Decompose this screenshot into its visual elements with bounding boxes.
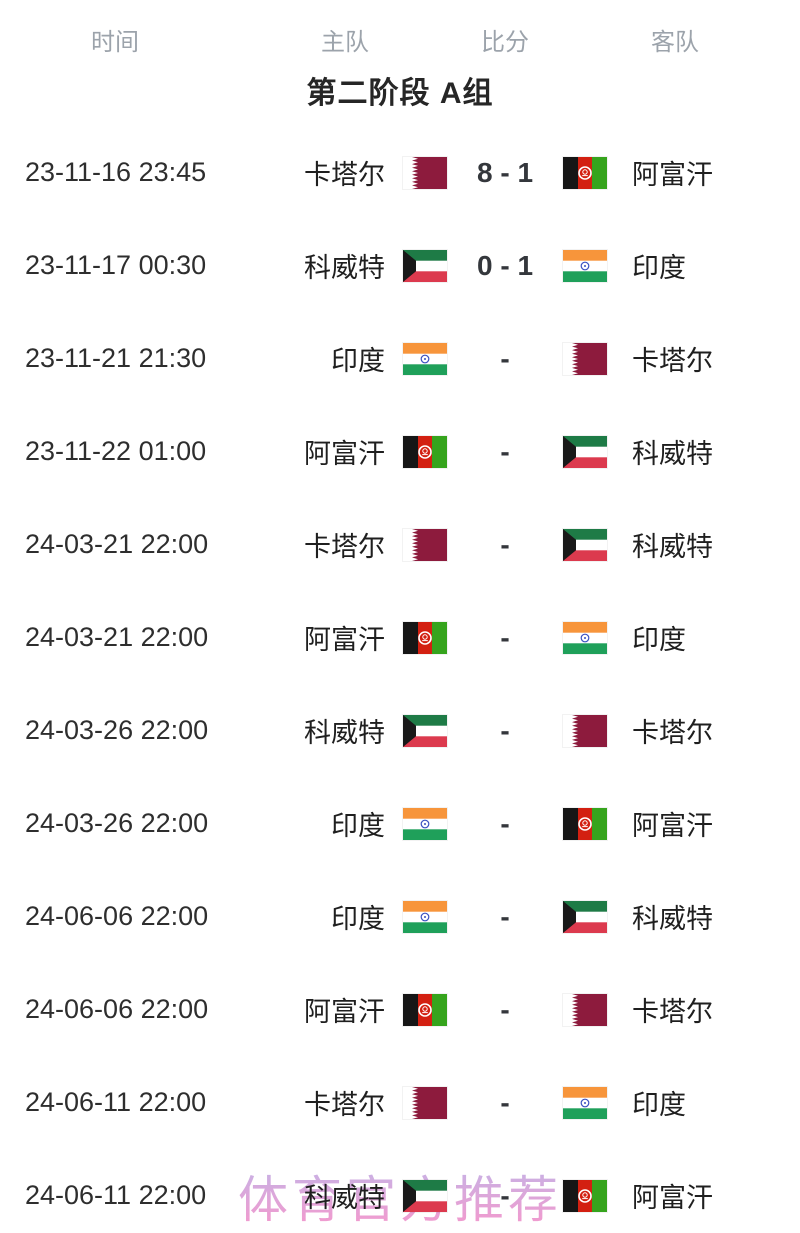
- match-row[interactable]: 24-03-26 22:00 科威特 - 卡塔尔: [0, 684, 800, 777]
- flag-kuwait-icon: [563, 435, 607, 468]
- flag-qatar-icon: [563, 714, 607, 747]
- home-team-name: 科威特: [304, 253, 385, 283]
- flag-india-icon: [403, 342, 447, 375]
- away-team-name: 阿富汗: [632, 160, 713, 190]
- flag-qatar-icon: [403, 1086, 447, 1119]
- home-team-name: 科威特: [304, 1183, 385, 1213]
- away-team-name: 卡塔尔: [632, 718, 713, 748]
- match-row[interactable]: 24-03-21 22:00 卡塔尔 - 科威特: [0, 498, 800, 591]
- away-team-name: 卡塔尔: [632, 346, 713, 376]
- home-team-name: 阿富汗: [304, 997, 385, 1027]
- match-time: 24-06-11 22:00: [25, 1087, 207, 1117]
- column-header-away: 客队: [651, 28, 699, 56]
- flag-afghanistan-icon: [403, 993, 447, 1026]
- away-team-name: 科威特: [632, 532, 713, 562]
- flag-afghanistan-icon: [563, 1179, 607, 1212]
- column-header-score: 比分: [481, 28, 529, 56]
- home-team-name: 卡塔尔: [304, 160, 385, 190]
- flag-afghanistan-icon: [403, 621, 447, 654]
- away-team-name: 印度: [632, 625, 686, 655]
- match-time: 23-11-21 21:30: [25, 343, 207, 373]
- match-score: 0 - 1: [476, 249, 534, 281]
- match-row[interactable]: 23-11-21 21:30 印度 - 卡塔尔: [0, 312, 800, 405]
- match-time: 23-11-22 01:00: [25, 436, 207, 466]
- match-time: 23-11-16 23:45: [25, 157, 207, 187]
- away-team-name: 卡塔尔: [632, 997, 713, 1027]
- flag-india-icon: [403, 900, 447, 933]
- flag-qatar-icon: [563, 993, 607, 1026]
- flag-kuwait-icon: [403, 1179, 447, 1212]
- match-time: 24-06-06 22:00: [25, 901, 209, 931]
- home-team-name: 科威特: [304, 718, 385, 748]
- flag-kuwait-icon: [403, 249, 447, 282]
- flag-afghanistan-icon: [563, 807, 607, 840]
- flag-india-icon: [403, 807, 447, 840]
- match-row[interactable]: 24-06-06 22:00 阿富汗 - 卡塔尔: [0, 963, 800, 1056]
- match-row[interactable]: 24-06-11 22:00 卡塔尔 - 印度: [0, 1056, 800, 1149]
- flag-afghanistan-icon: [403, 435, 447, 468]
- match-score: -: [500, 342, 510, 374]
- match-score: -: [500, 900, 510, 932]
- match-row[interactable]: 24-03-21 22:00 阿富汗 - 印度: [0, 591, 800, 684]
- section-title: 第二阶段 A组: [306, 77, 494, 110]
- flag-kuwait-icon: [563, 528, 607, 561]
- match-score: -: [500, 807, 510, 839]
- match-row[interactable]: 24-06-11 22:00 科威特 - 阿富汗: [0, 1149, 800, 1233]
- away-team-name: 阿富汗: [632, 811, 713, 841]
- flag-qatar-icon: [403, 156, 447, 189]
- match-row[interactable]: 23-11-16 23:45 卡塔尔 8 - 1 阿富汗: [0, 126, 800, 219]
- flag-qatar-icon: [563, 342, 607, 375]
- home-team-name: 卡塔尔: [304, 1090, 385, 1120]
- column-header-home: 主队: [321, 28, 369, 56]
- away-team-name: 科威特: [632, 904, 713, 934]
- home-team-name: 印度: [331, 904, 385, 934]
- flag-kuwait-icon: [403, 714, 447, 747]
- match-time: 24-03-21 22:00: [25, 622, 209, 652]
- flag-afghanistan-icon: [563, 156, 607, 189]
- match-row[interactable]: 24-03-26 22:00 印度 - 阿富汗: [0, 777, 800, 870]
- match-score: 8 - 1: [476, 156, 534, 188]
- match-score: -: [500, 993, 510, 1025]
- column-header-time: 时间: [91, 28, 139, 56]
- home-team-name: 阿富汗: [304, 625, 385, 655]
- match-row[interactable]: 24-06-06 22:00 印度 - 科威特: [0, 870, 800, 963]
- home-team-name: 印度: [331, 811, 385, 841]
- home-team-name: 印度: [331, 346, 385, 376]
- match-time: 24-03-21 22:00: [25, 529, 209, 559]
- match-row[interactable]: 23-11-22 01:00 阿富汗 - 科威特: [0, 405, 800, 498]
- match-score: -: [500, 528, 510, 560]
- away-team-name: 阿富汗: [632, 1183, 713, 1213]
- match-score: -: [500, 435, 510, 467]
- home-team-name: 卡塔尔: [304, 532, 385, 562]
- match-time: 24-03-26 22:00: [25, 808, 209, 838]
- match-score: -: [500, 1179, 510, 1211]
- match-row[interactable]: 23-11-17 00:30 科威特 0 - 1 印度: [0, 219, 800, 312]
- match-list: 23-11-16 23:45 卡塔尔 8 - 1 阿富汗 23-11-17 00…: [0, 126, 800, 1233]
- match-time: 24-06-06 22:00: [25, 994, 209, 1024]
- flag-india-icon: [563, 249, 607, 282]
- match-score: -: [500, 621, 510, 653]
- away-team-name: 科威特: [632, 439, 713, 469]
- away-team-name: 印度: [632, 1090, 686, 1120]
- table-header: 时间 主队 比分 客队: [0, 0, 800, 62]
- home-team-name: 阿富汗: [304, 439, 385, 469]
- flag-india-icon: [563, 621, 607, 654]
- match-time: 24-06-11 22:00: [25, 1180, 207, 1210]
- match-score: -: [500, 1086, 510, 1118]
- flag-qatar-icon: [403, 528, 447, 561]
- away-team-name: 印度: [632, 253, 686, 283]
- match-time: 24-03-26 22:00: [25, 715, 209, 745]
- match-time: 23-11-17 00:30: [25, 250, 207, 280]
- flag-india-icon: [563, 1086, 607, 1119]
- match-score: -: [500, 714, 510, 746]
- flag-kuwait-icon: [563, 900, 607, 933]
